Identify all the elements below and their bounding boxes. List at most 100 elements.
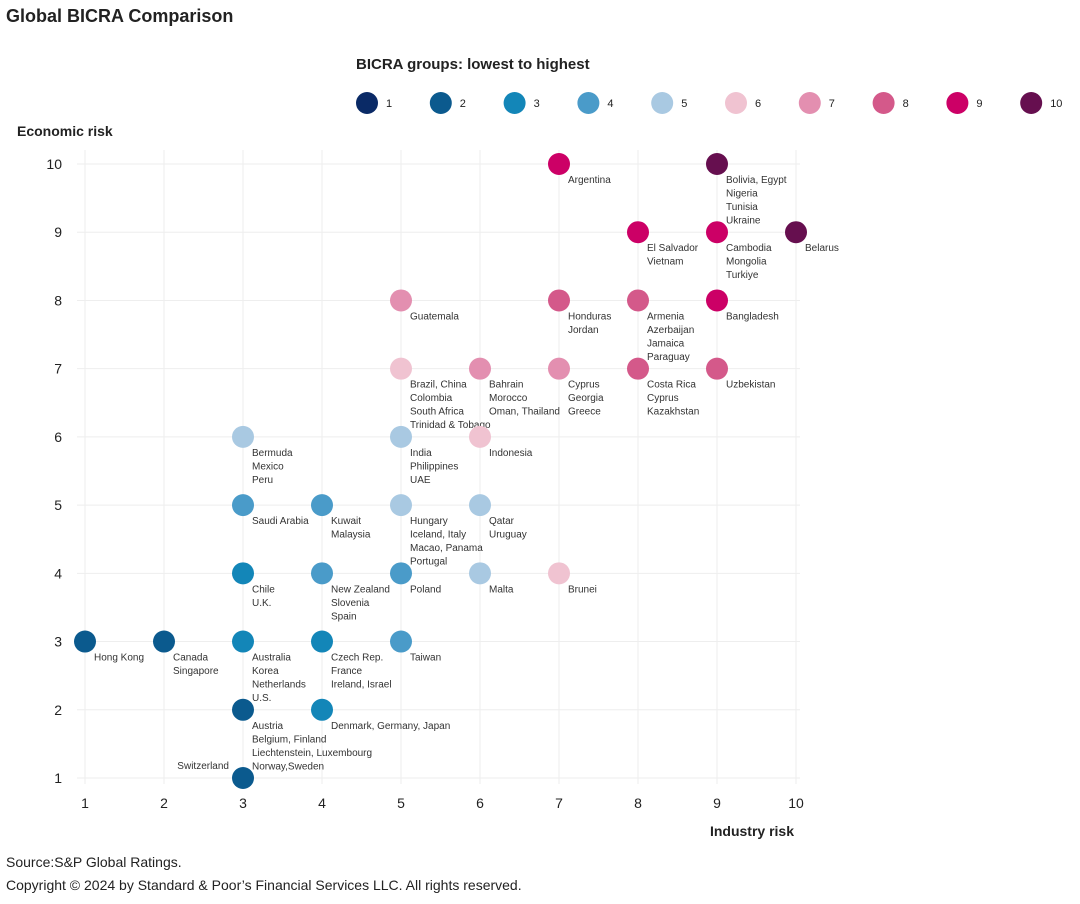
data-point: [390, 630, 412, 653]
chart-title: Global BICRA Comparison: [6, 6, 233, 26]
data-point-label-line: India: [410, 448, 432, 459]
data-point-label-line: Chile: [252, 584, 275, 595]
data-point-label-line: El Salvador: [647, 243, 699, 254]
data-point-label-line: Kuwait: [331, 516, 361, 527]
data-point: [390, 562, 412, 585]
x-tick-label: 6: [476, 795, 484, 811]
data-point: [390, 357, 412, 380]
data-point-label-line: Malta: [489, 584, 514, 595]
data-point-label: Guatemala: [410, 311, 459, 322]
data-point-label-line: Malaysia: [331, 530, 371, 541]
data-point-label: Kuwait Malaysia: [331, 516, 371, 541]
data-point: [469, 562, 491, 585]
data-point: [469, 494, 491, 517]
data-point: [706, 153, 728, 175]
x-axis-title: Industry risk: [710, 823, 794, 839]
data-point-label: Hungary Iceland, Italy Macao, Panama Portug…: [410, 516, 483, 568]
data-point-label-line: Cyprus: [647, 393, 679, 404]
data-point-label: Hong Kong: [94, 653, 144, 664]
data-point-label-line: Honduras: [568, 311, 611, 322]
legend-label: 2: [460, 98, 466, 110]
y-tick-label: 9: [54, 224, 62, 240]
data-point-label-line: Jordan: [568, 325, 599, 336]
data-point-label-line: Slovenia: [331, 598, 370, 609]
data-point-label-line: Cyprus: [568, 380, 600, 391]
y-tick-label: 10: [46, 156, 62, 172]
data-point: [548, 357, 570, 380]
data-point-label: Denmark, Germany, Japan: [331, 721, 450, 732]
data-point-label-line: Indonesia: [489, 448, 533, 459]
data-point-label-line: Korea: [252, 666, 279, 677]
data-point-label: Argentina: [568, 175, 611, 186]
data-point: [548, 562, 570, 585]
data-point-label-line: UAE: [410, 475, 431, 486]
data-point-label: Australia Korea Netherlands U.S.: [252, 653, 306, 705]
data-point-label: Brazil, China Colombia South Africa Trinida…: [410, 380, 491, 432]
data-point-label-line: Belgium, Finland: [252, 734, 326, 745]
data-point-label-line: Brunei: [568, 584, 597, 595]
legend-label: 7: [829, 98, 835, 110]
x-tick-label: 9: [713, 795, 721, 811]
data-point: [706, 357, 728, 380]
data-point-label: Switzerland: [177, 761, 229, 772]
grid-lines: [77, 150, 800, 784]
legend-label: 1: [386, 98, 392, 110]
data-point-label-line: Nigeria: [726, 189, 758, 200]
data-point-label-line: Iceland, Italy: [410, 530, 466, 541]
data-point: [548, 153, 570, 175]
data-point-label: Malta: [489, 584, 514, 595]
data-point-label-line: France: [331, 666, 363, 677]
data-point-label-line: Trinidad & Tobago: [410, 420, 491, 431]
data-point: [627, 221, 649, 244]
data-point-label-line: Greece: [568, 407, 601, 418]
data-point-label: El Salvador Vietnam: [647, 243, 699, 268]
data-point-label-line: Colombia: [410, 393, 453, 404]
data-point-label-line: Ireland, Israel: [331, 680, 392, 691]
data-point: [311, 698, 333, 721]
y-axis-ticks: 1 2 3 4 5 6 7 8 9 10: [46, 156, 62, 786]
legend-swatch: [1020, 92, 1043, 114]
y-axis-title: Economic risk: [17, 123, 113, 139]
data-point: [232, 425, 254, 448]
legend-swatch: [872, 92, 895, 114]
data-point-label-line: Macao, Panama: [410, 543, 483, 554]
data-point-label-line: Tunisia: [726, 202, 758, 213]
data-point-label: Belarus: [805, 243, 839, 254]
data-point-label-line: Saudi Arabia: [252, 516, 309, 527]
data-point-label: Armenia Azerbaijan Jamaica Paraguay: [647, 311, 694, 363]
data-point: [232, 767, 254, 789]
data-point-label-line: Qatar: [489, 516, 515, 527]
data-point-label-line: U.K.: [252, 598, 271, 609]
data-point-label: Taiwan: [410, 653, 441, 664]
legend-label: 6: [755, 98, 761, 110]
data-point-label: Qatar Uruguay: [489, 516, 527, 541]
y-tick-label: 1: [54, 770, 62, 786]
data-point-label: Bahrain Morocco Oman, Thailand: [489, 380, 560, 418]
data-point: [785, 221, 807, 244]
y-tick-label: 6: [54, 429, 62, 445]
data-point-label-line: Morocco: [489, 393, 528, 404]
data-point: [311, 562, 333, 585]
data-point-label-line: Netherlands: [252, 680, 306, 691]
data-point: [469, 425, 491, 448]
data-point-label: Uzbekistan: [726, 380, 775, 391]
data-point: [706, 221, 728, 244]
legend-swatch: [946, 92, 969, 114]
data-point-label-line: Jamaica: [647, 338, 685, 349]
data-point-label-line: Kazakhstan: [647, 407, 699, 418]
y-tick-label: 3: [54, 634, 62, 650]
data-point: [153, 630, 175, 653]
data-point-label: Cambodia Mongolia Turkiye: [726, 243, 772, 281]
data-point-label-line: Costa Rica: [647, 380, 696, 391]
data-point-label-line: Spain: [331, 611, 357, 622]
x-tick-label: 5: [397, 795, 405, 811]
legend-label: 10: [1050, 98, 1062, 110]
data-point-label: Cyprus Georgia Greece: [568, 380, 604, 418]
data-point: [311, 630, 333, 653]
source-note: Source:S&P Global Ratings.: [6, 854, 182, 870]
data-points: Argentina Bolivia, Egypt Nigeria Tunisia Ukr…: [74, 153, 839, 789]
x-tick-label: 10: [788, 795, 804, 811]
x-tick-label: 8: [634, 795, 642, 811]
data-point-label-line: Switzerland: [177, 761, 229, 772]
data-point-label-line: Norway,Sweden: [252, 761, 324, 772]
